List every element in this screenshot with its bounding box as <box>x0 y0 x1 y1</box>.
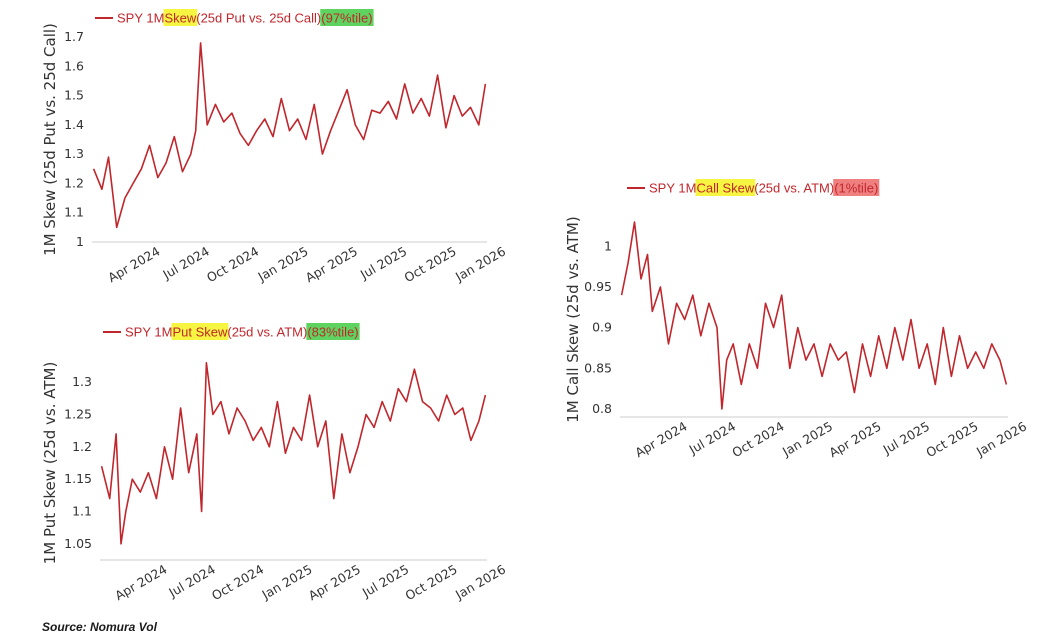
legend: SPY 1M Skew (25d Put vs. 25d Call) (97%t… <box>95 9 374 26</box>
x-tick-label: Apr 2025 <box>306 562 363 604</box>
legend-text: SPY 1M <box>125 325 172 340</box>
legend-text: (1%tile) <box>834 181 878 196</box>
x-tick-label: Apr 2025 <box>303 244 360 286</box>
x-tick-label: Oct 2024 <box>729 419 786 461</box>
y-tick-label: 0.85 <box>584 360 612 375</box>
legend: SPY 1M Put Skew (25d vs. ATM) (83%tile) <box>103 323 360 340</box>
y-tick-label: 0.8 <box>592 401 612 416</box>
legend-highlight <box>163 9 198 26</box>
y-tick-label: 1.3 <box>72 374 92 389</box>
x-tick-label: Jan 2026 <box>973 419 1029 460</box>
y-tick-label: 1.4 <box>64 117 84 132</box>
source-note: Source: Nomura Vol <box>42 620 157 634</box>
x-tick-label: Apr 2024 <box>112 562 169 604</box>
y-tick-label: 1.15 <box>64 471 92 486</box>
y-tick-label: 1.7 <box>64 29 84 44</box>
x-tick-label: Apr 2024 <box>105 244 162 286</box>
y-tick-label: 1.25 <box>64 407 92 422</box>
legend-highlight <box>695 179 756 196</box>
legend-text: SPY 1M <box>117 11 164 26</box>
legend-text: (83%tile) <box>307 325 358 340</box>
series-line <box>100 361 487 545</box>
x-tick-label: Oct 2024 <box>209 562 266 604</box>
y-tick-label: 1 <box>76 234 84 249</box>
series-line <box>92 42 487 229</box>
legend-text: Put Skew <box>172 325 228 340</box>
legend-text: (25d vs. ATM) <box>754 181 834 196</box>
y-tick-label: 1 <box>604 238 612 253</box>
legend-text: Call Skew <box>696 181 754 196</box>
y-tick-label: 1.2 <box>64 175 84 190</box>
y-tick-label: 0.9 <box>592 320 612 335</box>
legend-highlight <box>171 323 229 340</box>
x-tick-label: Oct 2025 <box>402 562 459 604</box>
series-line <box>620 221 1008 410</box>
x-tick-label: Jan 2026 <box>452 562 508 603</box>
x-tick-label: Jul 2025 <box>880 419 932 458</box>
legend: SPY 1M Call Skew (25d vs. ATM) (1%tile) <box>627 179 880 196</box>
x-tick-label: Oct 2025 <box>923 419 980 461</box>
x-tick-label: Apr 2024 <box>632 419 689 461</box>
x-tick-label: Jul 2024 <box>686 419 738 458</box>
legend-text: (25d vs. ATM) <box>227 325 307 340</box>
legend-text: (25d Put vs. 25d Call) <box>196 11 321 26</box>
x-tick-label: Jul 2025 <box>359 562 411 601</box>
x-tick-label: Jan 2025 <box>259 562 315 603</box>
y-tick-label: 1.1 <box>72 504 92 519</box>
x-tick-label: Jan 2025 <box>255 244 311 285</box>
y-axis-label: 1M Put Skew (25d vs. ATM) <box>41 362 59 565</box>
x-tick-label: Jul 2024 <box>159 244 211 283</box>
y-axis-label: 1M Skew (25d Put vs. 25d Call) <box>41 23 59 256</box>
x-tick-label: Apr 2025 <box>826 419 883 461</box>
legend-text: Skew <box>164 11 196 26</box>
x-tick-label: Oct 2025 <box>401 244 458 286</box>
y-tick-label: 1.1 <box>64 205 84 220</box>
y-tick-label: 1.05 <box>64 536 92 551</box>
y-axis-label: 1M Call Skew (25d vs. ATM) <box>564 216 582 422</box>
legend-text: SPY 1M <box>649 181 696 196</box>
x-tick-label: Jan 2026 <box>452 244 508 285</box>
legend-highlight <box>320 9 374 26</box>
x-tick-label: Jul 2024 <box>165 562 217 601</box>
x-tick-label: Oct 2024 <box>204 244 261 286</box>
x-tick-label: Jan 2025 <box>779 419 835 460</box>
y-tick-label: 1.2 <box>72 439 92 454</box>
y-tick-label: 0.95 <box>584 279 612 294</box>
x-tick-label: Jul 2025 <box>357 244 409 283</box>
y-tick-label: 1.5 <box>64 88 84 103</box>
legend-highlight <box>306 323 360 340</box>
legend-highlight <box>833 179 880 196</box>
y-tick-label: 1.6 <box>64 58 84 73</box>
y-tick-label: 1.3 <box>64 146 84 161</box>
legend-text: (97%tile) <box>321 11 372 26</box>
